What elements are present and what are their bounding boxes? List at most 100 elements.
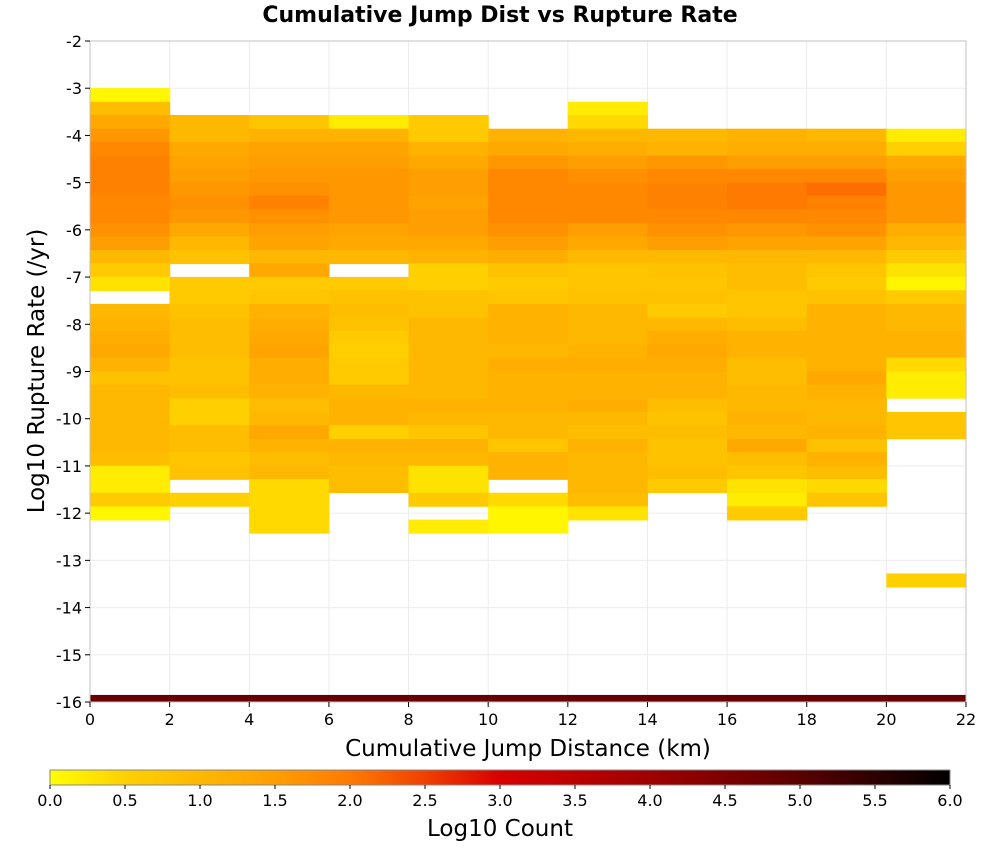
heatmap-cell	[806, 344, 887, 359]
heatmap-cell	[90, 168, 171, 183]
heatmap-cell	[169, 344, 250, 359]
heatmap-cell	[647, 250, 728, 265]
heatmap-cell	[169, 128, 250, 143]
heatmap-cell	[328, 384, 410, 399]
heatmap-cell	[647, 465, 728, 480]
heatmap-cell	[249, 303, 330, 318]
heatmap-cell	[647, 344, 728, 359]
heatmap-cell	[886, 371, 967, 386]
heatmap-cell	[90, 506, 171, 521]
y-axis-label: Log10 Rupture Rate (/yr)	[24, 229, 50, 514]
colorbar-tick-label: 0.5	[112, 791, 137, 810]
heatmap-cell	[567, 101, 649, 116]
heatmap-cell	[727, 209, 808, 224]
colorbar-tick-label: 3.5	[562, 791, 587, 810]
heatmap-cell	[727, 398, 808, 413]
colorbar-tick-label: 5.0	[787, 791, 812, 810]
heatmap-cell	[328, 128, 410, 143]
heatmap-cell	[408, 155, 489, 170]
heatmap-cell	[249, 384, 330, 399]
heatmap-cell	[488, 263, 569, 278]
y-tick-label: -3	[66, 79, 82, 98]
heatmap-cell	[408, 357, 489, 372]
heatmap-cell	[90, 209, 171, 224]
heatmap-cell	[408, 519, 489, 534]
y-tick-label: -9	[66, 363, 82, 382]
heatmap-cell	[328, 195, 410, 210]
x-tick-label: 4	[244, 710, 254, 729]
chart-title: Cumulative Jump Dist vs Rupture Rate	[262, 3, 737, 28]
heatmap-cell	[249, 128, 330, 143]
x-tick-label: 2	[165, 710, 175, 729]
heatmap-cell	[408, 371, 489, 386]
heatmap-cell	[886, 317, 967, 332]
heatmap-cell	[249, 263, 330, 278]
heatmap-cell	[886, 425, 967, 440]
heatmap-cell	[727, 168, 808, 183]
heatmap-cell	[90, 223, 171, 238]
heatmap-cell	[408, 330, 489, 345]
heatmap-cell	[727, 330, 808, 345]
heatmap-cell	[328, 141, 410, 156]
colorbar-tick-label: 4.0	[637, 791, 662, 810]
y-tick-label: -7	[66, 268, 82, 287]
heatmap-cell	[328, 465, 410, 480]
colorbar-tick-label: 2.5	[412, 791, 437, 810]
heatmap-cell	[647, 128, 728, 143]
colorbar-tick-label: 5.5	[862, 791, 887, 810]
heatmap-cell	[90, 330, 171, 345]
heatmap-cell	[169, 330, 250, 345]
heatmap-cell	[647, 290, 728, 305]
heatmap-cell	[488, 398, 569, 413]
heatmap-cell	[249, 452, 330, 467]
heatmap-cell	[727, 128, 808, 143]
heatmap-cell	[408, 250, 489, 265]
heatmap-cell	[806, 465, 887, 480]
heatmap-cell	[567, 128, 649, 143]
heatmap-cell	[647, 303, 728, 318]
heatmap-cell	[328, 411, 410, 427]
heatmap-cell	[886, 290, 967, 305]
heatmap-cell	[328, 452, 410, 467]
heatmap-cell	[727, 317, 808, 332]
heatmap-cell	[169, 384, 250, 399]
heatmap-cell	[806, 276, 887, 292]
heatmap-cell	[249, 195, 330, 210]
heatmap-cell	[328, 438, 410, 453]
heatmap-cell	[249, 223, 330, 238]
heatmap-cell	[328, 168, 410, 183]
heatmap-cell	[249, 115, 330, 130]
heatmap-cell	[328, 250, 410, 265]
heatmap-cell	[328, 115, 410, 130]
heatmap-cell	[408, 263, 489, 278]
heatmap-cell	[647, 411, 728, 427]
heatmap-cell	[90, 250, 171, 265]
y-tick-label: -5	[66, 174, 82, 193]
heatmap-cell	[647, 330, 728, 345]
heatmap-cell	[249, 371, 330, 386]
heatmap-cell	[408, 195, 489, 210]
x-axis-label: Cumulative Jump Distance (km)	[345, 736, 711, 762]
heatmap-cell	[727, 236, 808, 251]
heatmap-cell	[249, 519, 330, 534]
heatmap-cell	[249, 479, 330, 494]
x-tick-label: 18	[797, 710, 817, 729]
heatmap-cell	[647, 263, 728, 278]
heatmap-cell	[249, 425, 330, 440]
heatmap-cell	[727, 384, 808, 399]
heatmap-cell	[886, 330, 967, 345]
heatmap-cell	[408, 452, 489, 467]
heatmap-cell	[727, 141, 808, 156]
colorbar-tick-label: 6.0	[937, 791, 962, 810]
heatmap-cell	[647, 223, 728, 238]
heatmap-cell	[249, 317, 330, 332]
y-tick-label: -4	[66, 126, 82, 145]
heatmap-cell	[647, 168, 728, 183]
heatmap-cell	[90, 492, 171, 507]
heatmap-cell	[90, 411, 171, 427]
heatmap-cell	[488, 236, 569, 251]
heatmap-cell	[408, 209, 489, 224]
heatmap-cell	[249, 398, 330, 413]
heatmap-cell	[567, 317, 649, 332]
heatmap-cell	[488, 168, 569, 183]
